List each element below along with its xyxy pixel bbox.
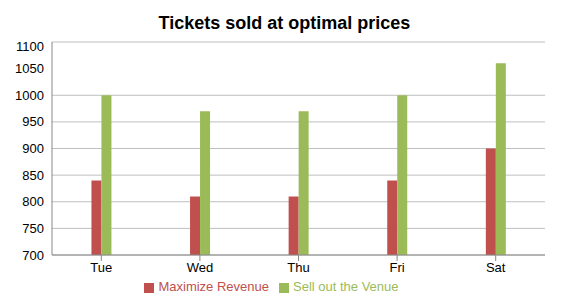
svg-text:700: 700 bbox=[22, 248, 44, 263]
svg-text:750: 750 bbox=[22, 221, 44, 236]
svg-text:Wed: Wed bbox=[187, 260, 214, 275]
html-text:Sell out the Venue: Sell out the Venue bbox=[293, 279, 399, 294]
svg-text:950: 950 bbox=[22, 114, 44, 129]
svg-text:Sat: Sat bbox=[486, 260, 506, 275]
svg-text:900: 900 bbox=[22, 141, 44, 156]
svg-text:Tue: Tue bbox=[90, 260, 112, 275]
svg-text:1100: 1100 bbox=[16, 39, 44, 54]
html-text:Tickets sold at optimal prices: Tickets sold at optimal prices bbox=[158, 13, 411, 33]
html-text:Maximize Revenue: Maximize Revenue bbox=[158, 279, 269, 294]
svg-text:1000: 1000 bbox=[15, 88, 44, 103]
svg-text:Thu: Thu bbox=[287, 260, 309, 275]
svg-text:Fri: Fri bbox=[390, 260, 405, 275]
svg-text:800: 800 bbox=[22, 194, 44, 209]
svg-text:850: 850 bbox=[22, 168, 44, 183]
svg-text:1050: 1050 bbox=[15, 61, 44, 76]
